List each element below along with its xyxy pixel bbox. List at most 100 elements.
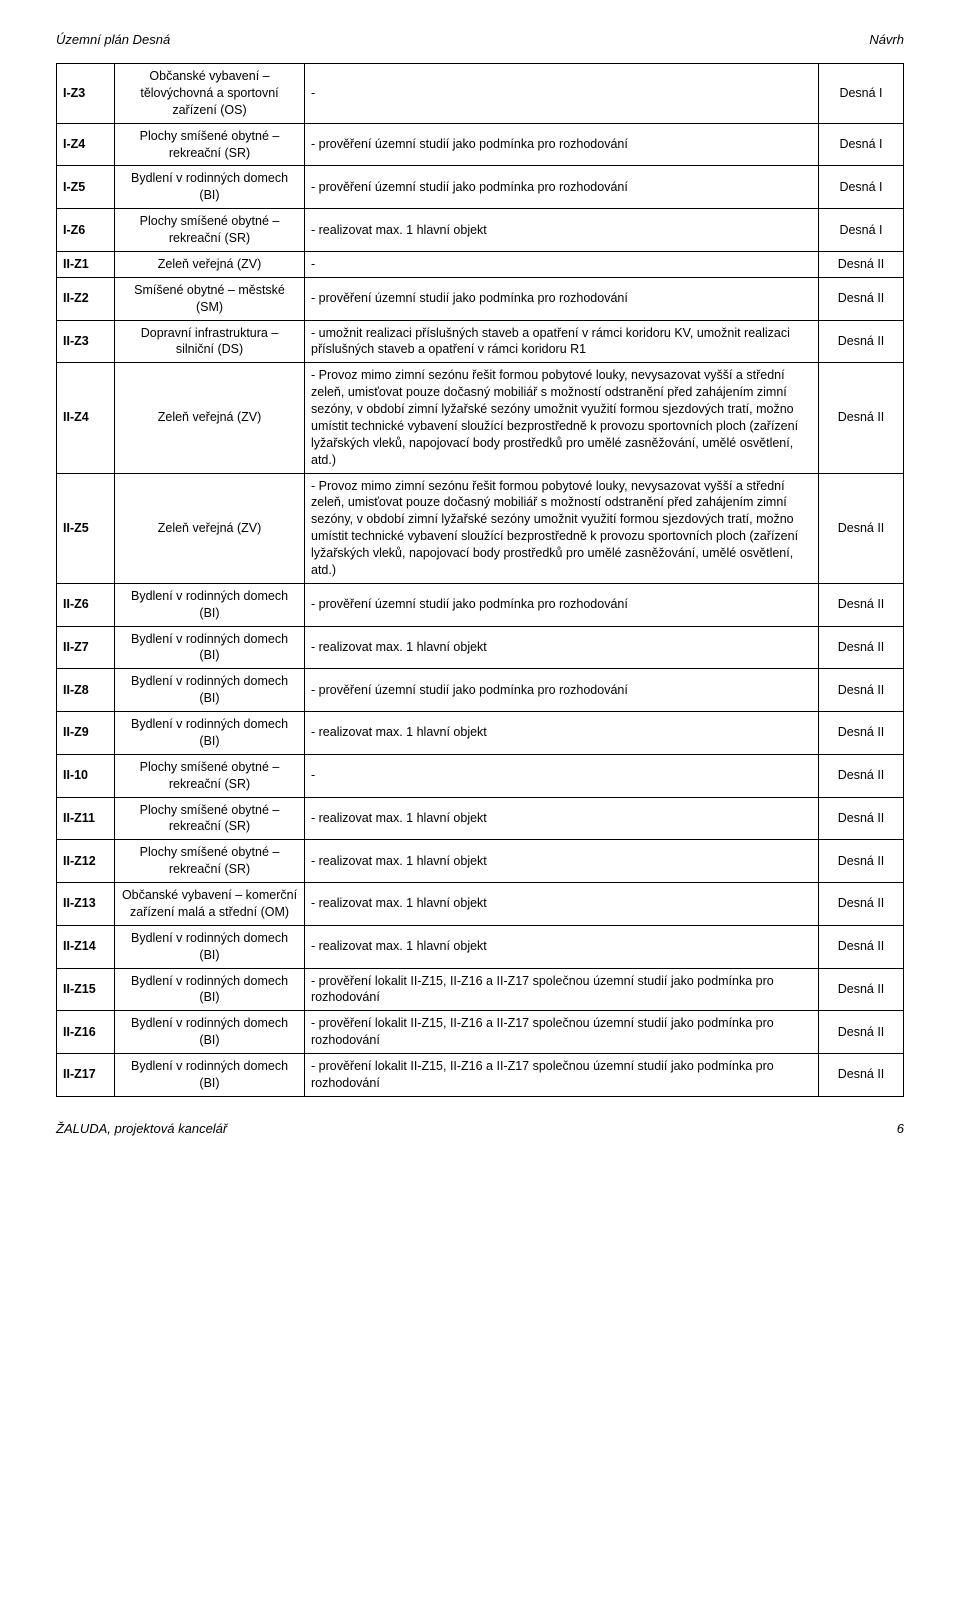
zone-location: Desná II	[819, 968, 904, 1011]
zone-type: Občanské vybavení – komerční zařízení ma…	[115, 883, 305, 926]
zone-id: II-Z2	[57, 277, 115, 320]
zone-location: Desná II	[819, 320, 904, 363]
zone-location: Desná I	[819, 209, 904, 252]
zone-condition: - umožnit realizaci příslušných staveb a…	[305, 320, 819, 363]
zone-type: Plochy smíšené obytné – rekreační (SR)	[115, 209, 305, 252]
zone-id: II-Z9	[57, 712, 115, 755]
zone-type: Bydlení v rodinných domech (BI)	[115, 712, 305, 755]
zone-type: Bydlení v rodinných domech (BI)	[115, 968, 305, 1011]
table-row: II-Z13Občanské vybavení – komerční zaříz…	[57, 883, 904, 926]
zone-location: Desná II	[819, 840, 904, 883]
zone-id: II-Z8	[57, 669, 115, 712]
header-right: Návrh	[869, 32, 904, 47]
zone-condition: - prověření územní studií jako podmínka …	[305, 166, 819, 209]
zone-type: Plochy smíšené obytné – rekreační (SR)	[115, 797, 305, 840]
zone-type: Bydlení v rodinných domech (BI)	[115, 925, 305, 968]
zone-condition: - prověření lokalit II-Z15, II-Z16 a II-…	[305, 1011, 819, 1054]
table-row: II-Z15Bydlení v rodinných domech (BI)- p…	[57, 968, 904, 1011]
zone-condition: - realizovat max. 1 hlavní objekt	[305, 840, 819, 883]
zone-location: Desná II	[819, 626, 904, 669]
zone-location: Desná II	[819, 251, 904, 277]
zone-condition: -	[305, 251, 819, 277]
zone-condition: - realizovat max. 1 hlavní objekt	[305, 925, 819, 968]
zone-id: II-Z13	[57, 883, 115, 926]
zone-type: Zeleň veřejná (ZV)	[115, 363, 305, 473]
zone-condition: - prověření územní studií jako podmínka …	[305, 277, 819, 320]
zone-type: Smíšené obytné – městské (SM)	[115, 277, 305, 320]
zone-location: Desná II	[819, 583, 904, 626]
zone-condition: - realizovat max. 1 hlavní objekt	[305, 712, 819, 755]
table-row: I-Z6Plochy smíšené obytné – rekreační (S…	[57, 209, 904, 252]
zone-type: Bydlení v rodinných domech (BI)	[115, 583, 305, 626]
table-row: II-Z9Bydlení v rodinných domech (BI)- re…	[57, 712, 904, 755]
table-row: II-Z7Bydlení v rodinných domech (BI)- re…	[57, 626, 904, 669]
zone-condition: - prověření lokalit II-Z15, II-Z16 a II-…	[305, 968, 819, 1011]
zone-location: Desná II	[819, 473, 904, 583]
zone-type: Dopravní infrastruktura – silniční (DS)	[115, 320, 305, 363]
zone-type: Bydlení v rodinných domech (BI)	[115, 166, 305, 209]
zone-location: Desná I	[819, 64, 904, 124]
zone-condition: -	[305, 64, 819, 124]
zone-type: Zeleň veřejná (ZV)	[115, 251, 305, 277]
zone-location: Desná I	[819, 123, 904, 166]
zone-id: II-10	[57, 754, 115, 797]
zone-location: Desná II	[819, 669, 904, 712]
page-header: Územní plán Desná Návrh	[56, 32, 904, 47]
table-row: II-Z11Plochy smíšené obytné – rekreační …	[57, 797, 904, 840]
zone-type: Bydlení v rodinných domech (BI)	[115, 1054, 305, 1097]
table-row: II-Z16Bydlení v rodinných domech (BI)- p…	[57, 1011, 904, 1054]
zone-location: Desná II	[819, 925, 904, 968]
zone-id: II-Z7	[57, 626, 115, 669]
zone-id: II-Z4	[57, 363, 115, 473]
zone-id: I-Z6	[57, 209, 115, 252]
table-row: I-Z4Plochy smíšené obytné – rekreační (S…	[57, 123, 904, 166]
zone-location: Desná II	[819, 883, 904, 926]
zone-id: II-Z5	[57, 473, 115, 583]
footer-left: ŽALUDA, projektová kancelář	[56, 1121, 227, 1136]
table-row: II-Z12Plochy smíšené obytné – rekreační …	[57, 840, 904, 883]
table-row: II-Z5Zeleň veřejná (ZV)- Provoz mimo zim…	[57, 473, 904, 583]
zone-id: II-Z11	[57, 797, 115, 840]
zone-condition: -	[305, 754, 819, 797]
footer-right: 6	[897, 1121, 904, 1136]
zone-id: II-Z3	[57, 320, 115, 363]
zone-id: II-Z1	[57, 251, 115, 277]
zone-location: Desná II	[819, 1011, 904, 1054]
zone-condition: - realizovat max. 1 hlavní objekt	[305, 626, 819, 669]
zone-location: Desná II	[819, 1054, 904, 1097]
header-left: Územní plán Desná	[56, 32, 170, 47]
zone-location: Desná II	[819, 363, 904, 473]
zone-location: Desná I	[819, 166, 904, 209]
zone-location: Desná II	[819, 712, 904, 755]
zone-condition: - realizovat max. 1 hlavní objekt	[305, 883, 819, 926]
table-row: I-Z3Občanské vybavení – tělovýchovná a s…	[57, 64, 904, 124]
table-row: II-Z3Dopravní infrastruktura – silniční …	[57, 320, 904, 363]
table-row: II-Z17Bydlení v rodinných domech (BI)- p…	[57, 1054, 904, 1097]
zone-condition: - prověření územní studií jako podmínka …	[305, 669, 819, 712]
zone-condition: - prověření lokalit II-Z15, II-Z16 a II-…	[305, 1054, 819, 1097]
zone-id: II-Z16	[57, 1011, 115, 1054]
zone-id: II-Z14	[57, 925, 115, 968]
zone-id: II-Z17	[57, 1054, 115, 1097]
table-row: I-Z5Bydlení v rodinných domech (BI)- pro…	[57, 166, 904, 209]
zone-id: I-Z5	[57, 166, 115, 209]
zone-type: Občanské vybavení – tělovýchovná a sport…	[115, 64, 305, 124]
zone-condition: - Provoz mimo zimní sezónu řešit formou …	[305, 363, 819, 473]
zone-location: Desná II	[819, 754, 904, 797]
zones-table: I-Z3Občanské vybavení – tělovýchovná a s…	[56, 63, 904, 1097]
table-row: II-Z2Smíšené obytné – městské (SM)- prov…	[57, 277, 904, 320]
table-row: II-Z4Zeleň veřejná (ZV)- Provoz mimo zim…	[57, 363, 904, 473]
zone-type: Bydlení v rodinných domech (BI)	[115, 626, 305, 669]
zone-location: Desná II	[819, 797, 904, 840]
table-row: II-10Plochy smíšené obytné – rekreační (…	[57, 754, 904, 797]
zone-condition: - realizovat max. 1 hlavní objekt	[305, 797, 819, 840]
table-row: II-Z6Bydlení v rodinných domech (BI)- pr…	[57, 583, 904, 626]
zone-type: Bydlení v rodinných domech (BI)	[115, 669, 305, 712]
zone-id: I-Z3	[57, 64, 115, 124]
table-row: II-Z8Bydlení v rodinných domech (BI)- pr…	[57, 669, 904, 712]
zone-type: Plochy smíšené obytné – rekreační (SR)	[115, 840, 305, 883]
zone-id: I-Z4	[57, 123, 115, 166]
zone-id: II-Z12	[57, 840, 115, 883]
zone-condition: - prověření územní studií jako podmínka …	[305, 583, 819, 626]
zone-type: Plochy smíšené obytné – rekreační (SR)	[115, 123, 305, 166]
